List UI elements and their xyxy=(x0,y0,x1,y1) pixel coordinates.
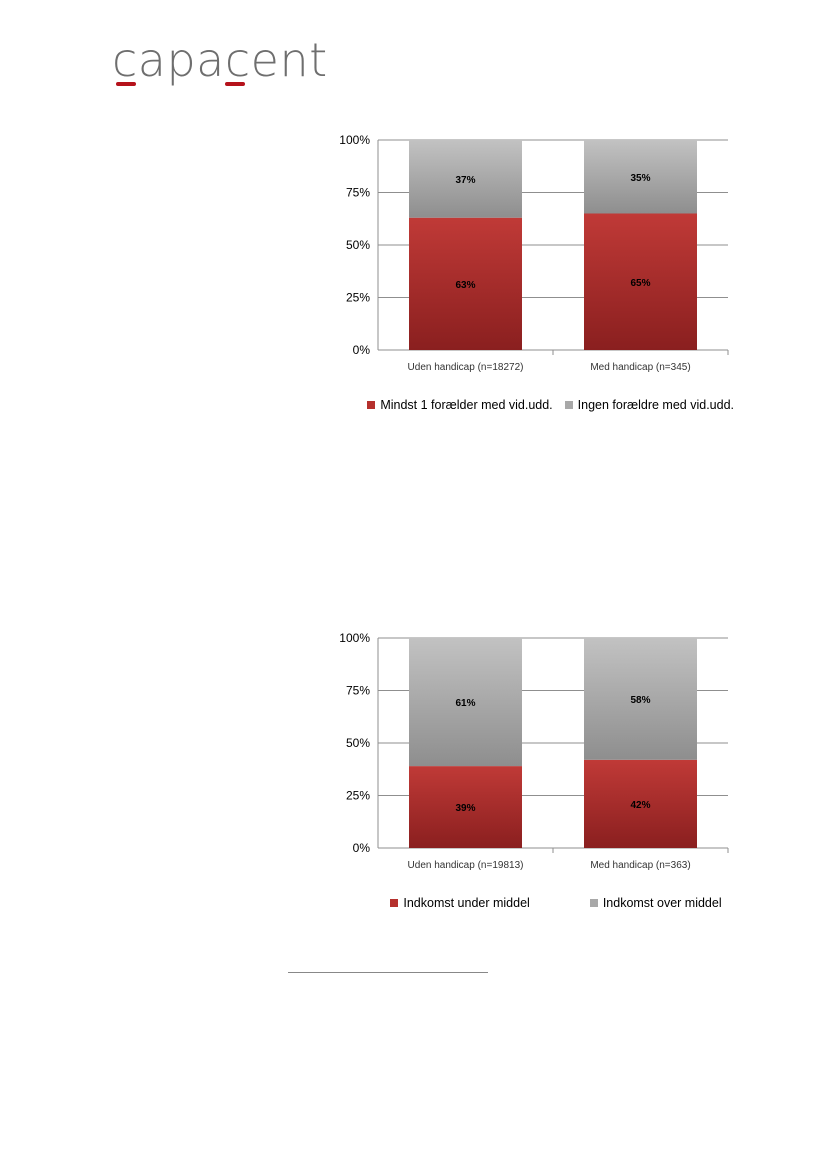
legend-swatch-red xyxy=(367,401,376,409)
chart-income: 0% 25% 50% 75% 100% 39% 61% Uden handicap (n=19… xyxy=(328,626,738,916)
data-label: 61% xyxy=(455,698,475,709)
legend-label: Mindst 1 forælder med vid.udd. xyxy=(380,398,553,412)
data-label: 35% xyxy=(630,173,650,184)
data-label: 65% xyxy=(630,278,650,289)
y-tick-label: 75% xyxy=(346,684,370,698)
y-tick-label: 50% xyxy=(346,736,370,750)
bar-segment xyxy=(584,759,697,848)
data-label: 42% xyxy=(630,800,650,811)
y-tick-label: 0% xyxy=(353,841,371,855)
legend-item: Mindst 1 forælder med vid.udd. xyxy=(367,398,553,412)
chart-2-legend: Indkomst under middel Indkomst over midd… xyxy=(328,896,738,910)
legend-swatch-red xyxy=(390,899,399,907)
x-tick-label: Med handicap (n=363) xyxy=(590,860,690,871)
legend-item: Indkomst under middel xyxy=(390,896,530,910)
legend-label: Indkomst under middel xyxy=(403,896,530,910)
bar-segment xyxy=(409,638,522,767)
logo-text: capacent xyxy=(112,38,328,87)
bar-segment xyxy=(409,217,522,350)
footnote-separator xyxy=(288,972,488,973)
legend-item: Indkomst over middel xyxy=(589,896,722,910)
data-label: 37% xyxy=(455,175,475,186)
legend-label: Ingen forældre med vid.udd. xyxy=(577,398,734,412)
chart-parents-education: 0% 25% 50% 75% 100% 63% 37% Uden handicap (n=18… xyxy=(328,128,738,418)
chart-1-legend: Mindst 1 forælder med vid.udd. Ingen for… xyxy=(328,398,738,412)
x-tick-label: Uden handicap (n=18272) xyxy=(408,362,524,373)
chart-2-plot: 0% 25% 50% 75% 100% 39% 61% Uden handicap (n=19… xyxy=(339,631,729,871)
logo-accent-1 xyxy=(116,82,136,86)
logo-accent-2 xyxy=(225,82,245,86)
y-tick-label: 0% xyxy=(353,343,371,357)
y-tick-label: 100% xyxy=(339,133,370,147)
legend-item: Ingen forældre med vid.udd. xyxy=(564,398,734,412)
y-tick-label: 75% xyxy=(346,186,370,200)
chart-1-plot: 0% 25% 50% 75% 100% 63% 37% Uden handicap (n=18… xyxy=(339,133,729,373)
capacent-logo: capacent xyxy=(112,38,328,87)
y-tick-label: 25% xyxy=(346,789,370,803)
x-tick-label: Med handicap (n=345) xyxy=(590,362,690,373)
data-label: 39% xyxy=(455,803,475,814)
bar-segment xyxy=(584,638,697,760)
legend-label: Indkomst over middel xyxy=(602,896,722,910)
data-label: 58% xyxy=(630,695,650,706)
bar-segment xyxy=(409,140,522,218)
bar-segment xyxy=(584,213,697,350)
y-tick-label: 100% xyxy=(339,631,370,645)
bar-segment xyxy=(409,766,522,848)
y-tick-label: 25% xyxy=(346,291,370,305)
x-tick-label: Uden handicap (n=19813) xyxy=(408,860,524,871)
legend-swatch-gray xyxy=(589,899,598,907)
legend-swatch-gray xyxy=(564,401,573,409)
data-label: 63% xyxy=(455,280,475,291)
bar-segment xyxy=(584,140,697,214)
y-tick-label: 50% xyxy=(346,238,370,252)
